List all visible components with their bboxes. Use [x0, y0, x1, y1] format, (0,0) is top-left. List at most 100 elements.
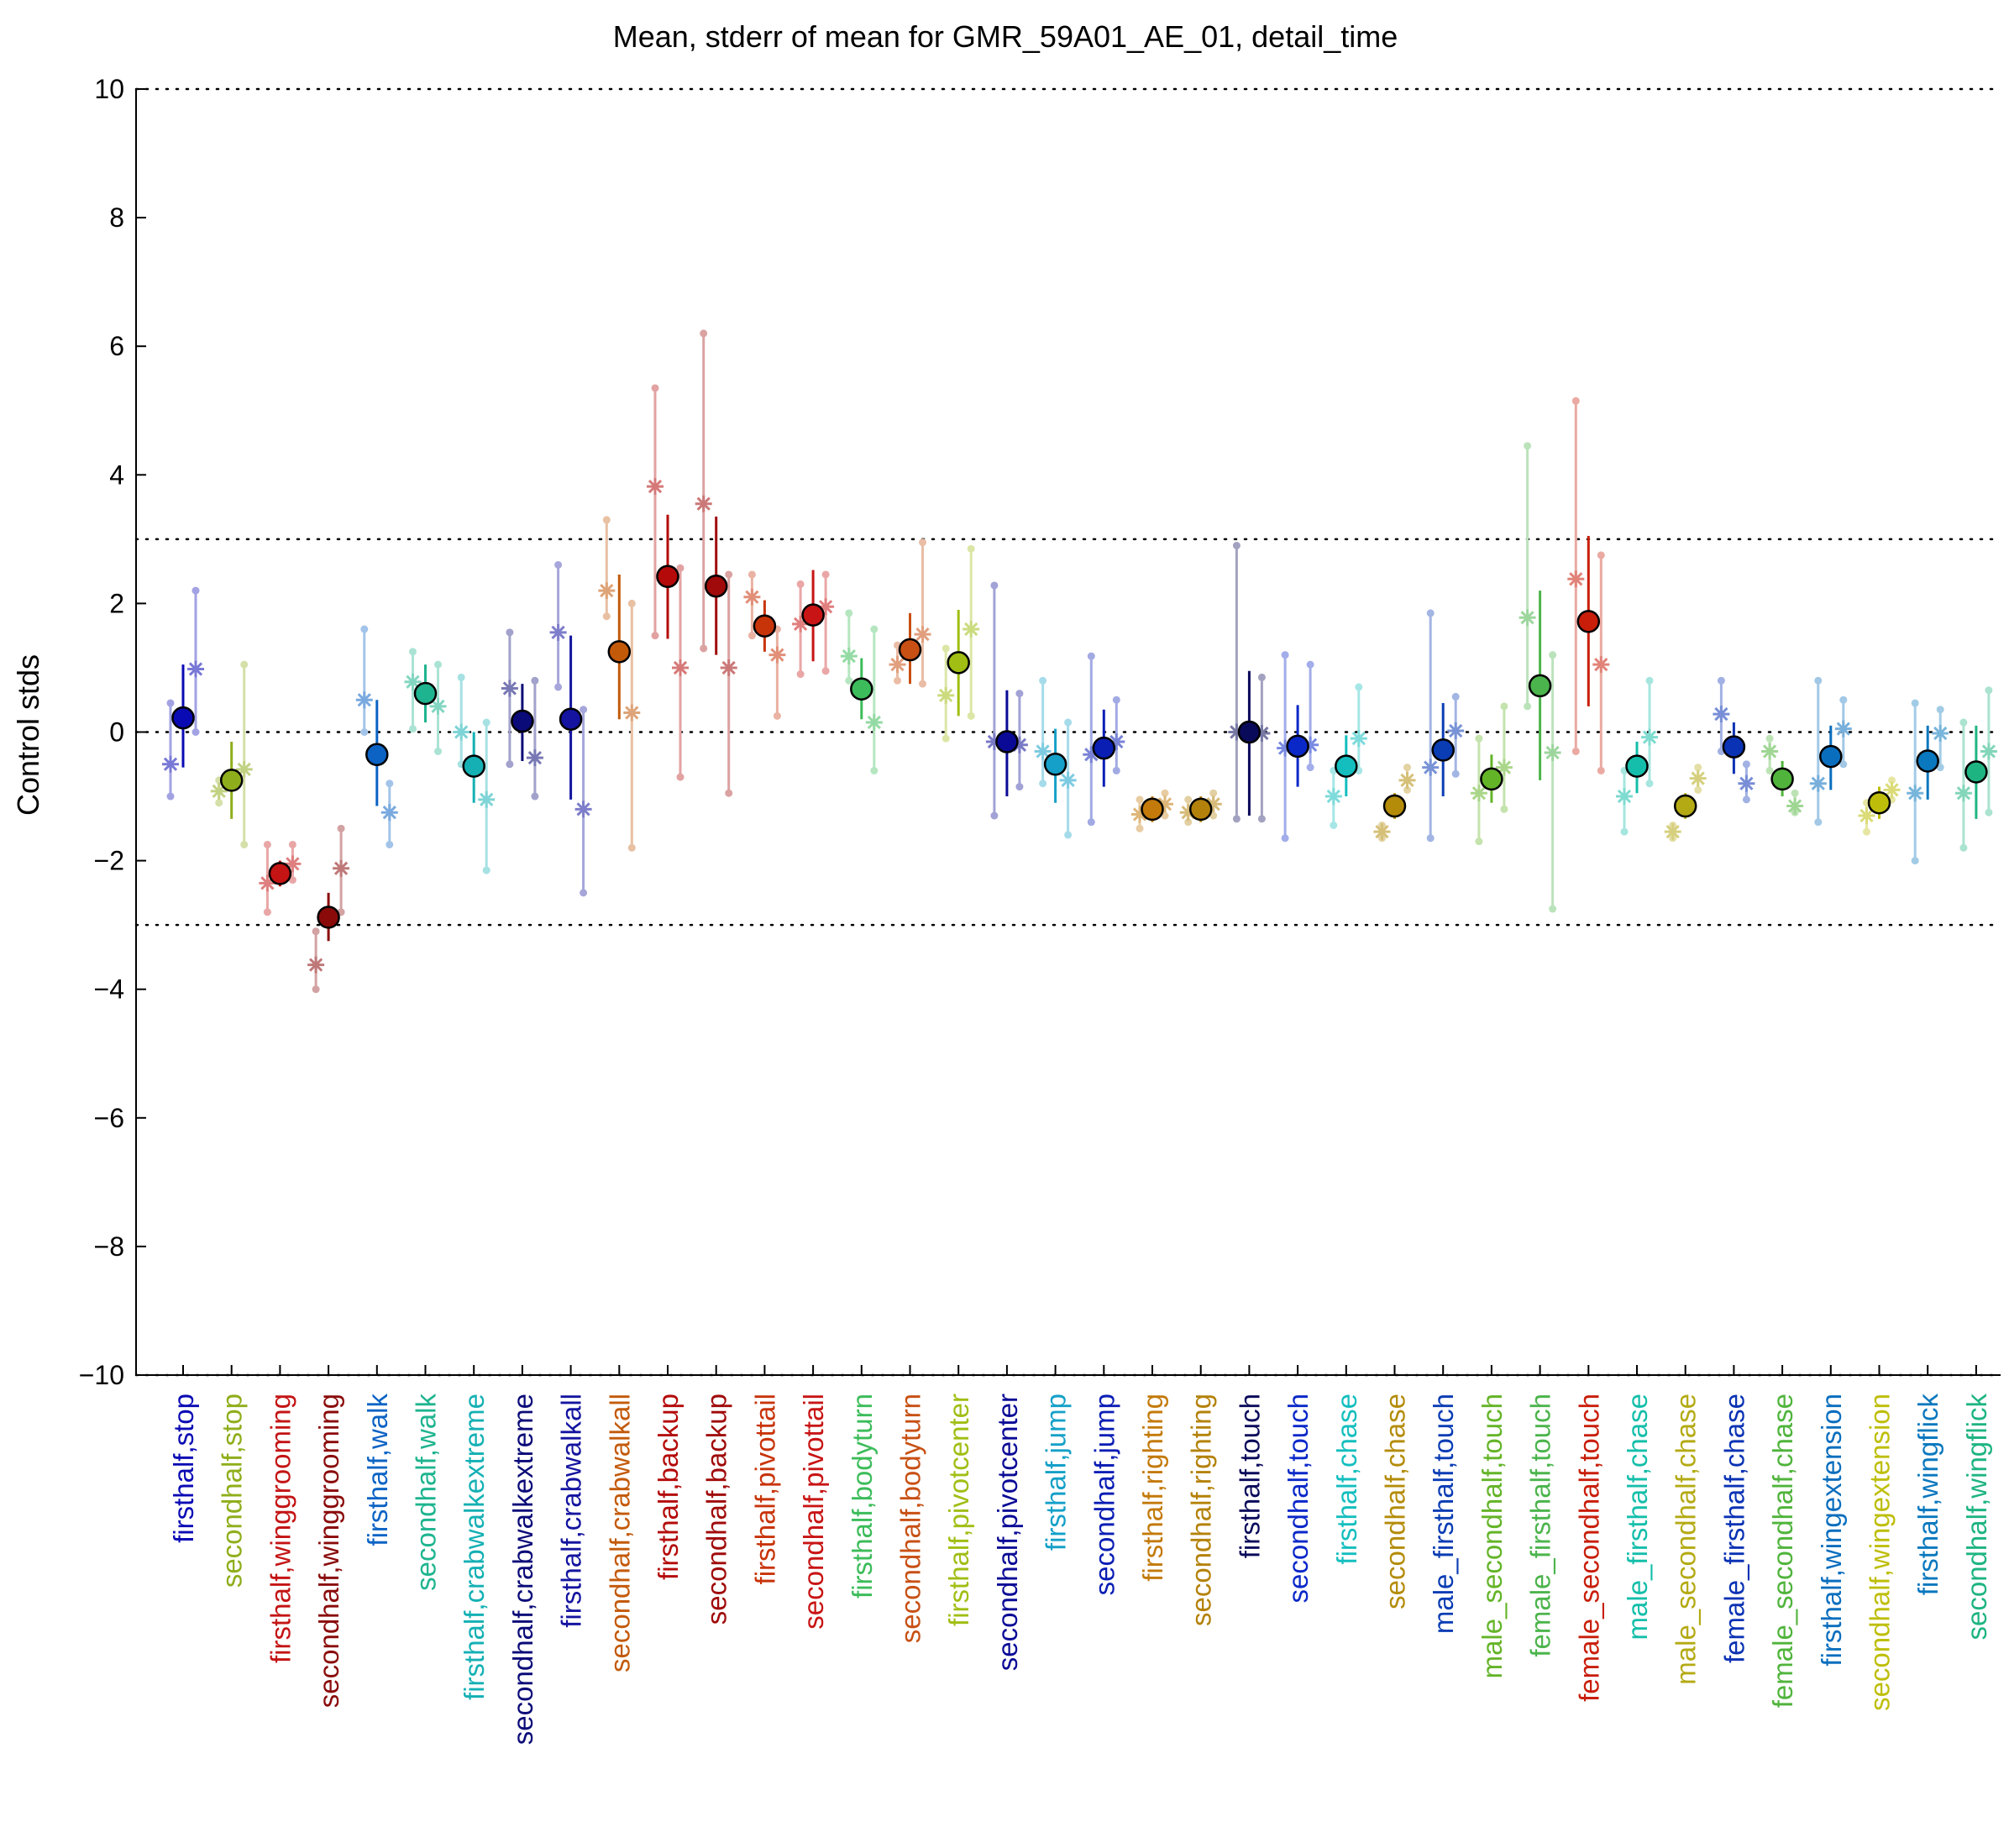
error-endpoint — [386, 840, 394, 848]
error-endpoint — [773, 711, 781, 720]
mean-point — [219, 769, 244, 792]
x-tick-label: male_secondhalf,chase — [1671, 1394, 1702, 1685]
x-tick-label: secondhalf,pivotcenter — [992, 1394, 1023, 1671]
mean-point — [1480, 767, 1503, 791]
error-endpoint — [1959, 843, 1968, 852]
mean-point — [365, 743, 389, 767]
error-endpoint — [1136, 795, 1144, 804]
error-endpoint — [215, 799, 223, 807]
error-endpoint — [1863, 827, 1870, 836]
mean-point — [559, 707, 583, 731]
error-endpoint — [1161, 789, 1169, 797]
error-endpoint — [482, 866, 490, 874]
x-tick-label: firsthalf,righting — [1137, 1394, 1168, 1582]
error-endpoint — [263, 840, 271, 848]
error-endpoint — [1039, 780, 1047, 788]
error-endpoint — [1765, 734, 1774, 743]
error-endpoint — [288, 876, 296, 885]
mean-point — [171, 706, 195, 730]
error-endpoint — [409, 725, 417, 733]
star-marker-right — [768, 646, 786, 664]
error-endpoint — [1087, 652, 1095, 660]
error-endpoint — [602, 516, 611, 524]
mean-point — [1382, 794, 1407, 818]
x-tick-label: secondhalf,chase — [1380, 1394, 1411, 1609]
error-endpoint — [1306, 764, 1314, 772]
error-endpoint — [845, 676, 853, 685]
error-endpoint — [1403, 764, 1411, 772]
star-marker-left — [695, 495, 712, 512]
error-endpoint — [1936, 706, 1944, 714]
mean-point — [511, 709, 534, 733]
error-endpoint — [821, 667, 830, 675]
star-marker-right — [672, 659, 689, 676]
error-endpoint — [580, 889, 588, 897]
mean-point — [1092, 736, 1116, 760]
x-tick-label: firsthalf,bodyturn — [847, 1394, 878, 1599]
x-tick-label: male_secondhalf,touch — [1477, 1394, 1508, 1678]
error-endpoint — [1330, 821, 1338, 829]
error-endpoint — [312, 927, 320, 936]
mean-point — [1043, 753, 1067, 776]
error-endpoint — [580, 706, 588, 714]
star-marker-right — [1932, 725, 1949, 743]
mean-point — [1916, 749, 1939, 773]
star-marker-left — [355, 691, 373, 709]
error-endpoint — [1064, 718, 1073, 727]
star-marker-right — [1738, 774, 1755, 792]
mean-point — [801, 603, 825, 627]
error-endpoint — [676, 773, 685, 781]
error-endpoint — [821, 570, 830, 579]
error-endpoint — [1136, 824, 1144, 832]
star-marker-right — [914, 626, 931, 643]
error-endpoint — [1571, 747, 1580, 755]
x-tick-label: secondhalf,wingflick — [1961, 1394, 1992, 1641]
star-marker-right — [333, 859, 350, 877]
error-endpoint — [1839, 696, 1848, 704]
star-marker-right — [1350, 730, 1367, 748]
x-tick-label: secondhalf,crabwalkextreme — [507, 1394, 538, 1745]
error-endpoint — [1694, 785, 1702, 794]
error-endpoint — [990, 811, 999, 820]
mean-point — [704, 574, 728, 598]
error-endpoint — [651, 384, 659, 392]
error-endpoint — [1814, 676, 1823, 685]
x-tick-label: firsthalf,touch — [1234, 1394, 1265, 1558]
error-endpoint — [1571, 396, 1580, 405]
star-marker-right — [1689, 769, 1707, 787]
error-endpoint — [1911, 699, 1919, 707]
star-marker-right — [380, 804, 398, 822]
y-ticks: 10 8 6 4 2 0 −2 −4 −6 −8 −10 — [79, 74, 146, 1390]
error-endpoint — [870, 766, 879, 774]
error-endpoint — [1620, 827, 1629, 836]
mean-point — [1964, 760, 1988, 784]
mean-point — [753, 614, 777, 638]
error-endpoint — [1500, 702, 1508, 711]
star-marker-left — [647, 478, 664, 496]
error-endpoint — [1281, 834, 1289, 843]
error-endpoint — [1184, 818, 1193, 827]
error-endpoint — [967, 544, 975, 553]
error-endpoint — [942, 734, 950, 743]
mean-point — [995, 730, 1019, 753]
error-endpoint — [1426, 609, 1435, 617]
error-endpoint — [1959, 718, 1968, 727]
error-endpoint — [1451, 692, 1460, 701]
error-endpoint — [870, 625, 879, 633]
star-marker-left — [1907, 785, 1924, 802]
x-tick-label: firsthalf,winggrooming — [265, 1394, 296, 1663]
x-tick-label: male_firsthalf,touch — [1428, 1394, 1459, 1634]
y-tick-label: 4 — [109, 459, 124, 490]
mean-point — [1335, 754, 1358, 778]
error-endpoint — [990, 581, 999, 590]
x-tick-label: secondhalf,bodyturn — [895, 1394, 926, 1643]
star-marker-left — [598, 582, 616, 600]
error-endpoint — [1839, 760, 1848, 769]
x-tick-label: secondhalf,pivottail — [798, 1394, 829, 1630]
star-marker-right — [1592, 656, 1610, 674]
star-marker-left — [453, 723, 470, 741]
error-endpoint — [725, 570, 733, 579]
error-endpoint — [725, 789, 733, 797]
error-endpoint — [1475, 837, 1483, 846]
error-endpoint — [1911, 857, 1919, 865]
